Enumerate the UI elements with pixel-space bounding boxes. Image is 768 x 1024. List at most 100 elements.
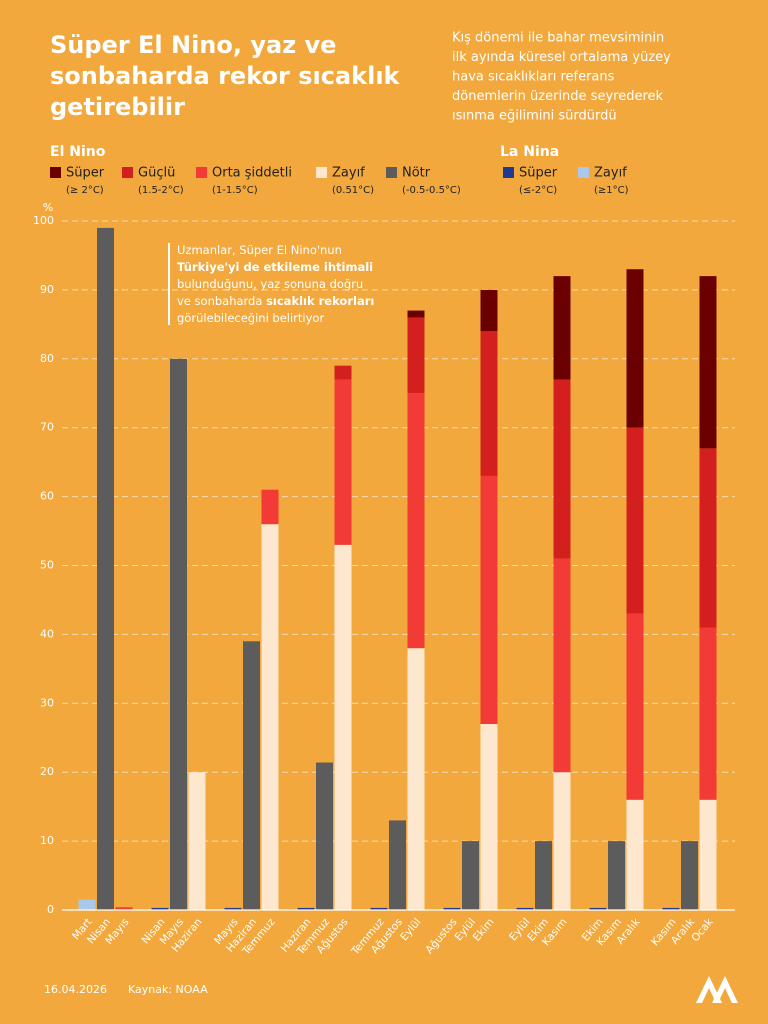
bar [462, 841, 479, 910]
bar [480, 331, 498, 476]
legend-swatch [122, 167, 133, 178]
bar [261, 524, 279, 910]
bar [553, 276, 571, 380]
bar [626, 427, 644, 614]
y-tick-label: 20 [40, 765, 54, 778]
annotation: Türkiye'yi de etkileme ihtimali [177, 260, 373, 274]
bar [334, 365, 352, 380]
annotation-run: görülebileceğini belirtiyor [177, 311, 324, 325]
bar [151, 907, 169, 910]
bar [443, 907, 461, 910]
subtitle: ilk ayında küresel ortalama yüzey [452, 50, 671, 65]
bar [516, 907, 534, 910]
annotation-run: bulunduğunu, yaz sonuna doğru [177, 277, 363, 291]
bar [243, 641, 260, 910]
legend-label: Zayıf [332, 166, 365, 181]
bar [626, 269, 644, 428]
bar [589, 907, 607, 910]
legend-sublabel: (0.51°C) [332, 185, 374, 196]
legend-sublabel: (1.5-2°C) [138, 185, 184, 196]
annotation-run: ve sonbaharda [177, 294, 266, 308]
legend-sublabel: (≥ 2°C) [66, 185, 104, 196]
bar [407, 393, 425, 649]
bar [480, 475, 498, 724]
bar [316, 762, 333, 910]
y-tick-label: 80 [40, 352, 54, 365]
bar [224, 907, 242, 910]
x-tick-label: Eylül [398, 916, 423, 943]
legend-swatch [50, 167, 61, 178]
bar [699, 276, 717, 449]
chart-title: sonbaharda rekor sıcaklık [50, 62, 401, 90]
bar [553, 558, 571, 773]
y-tick-label: 100 [33, 214, 54, 227]
subtitle: ısınma eğilimini sürdürdü [452, 109, 617, 124]
bar [370, 907, 388, 910]
y-axis-label: % [43, 201, 53, 214]
legend-swatch [386, 167, 397, 178]
date: 16.04.2026 [44, 983, 107, 996]
subtitle: hava sıcaklıkları referans [452, 70, 615, 85]
legend-label: Orta şiddetli [212, 166, 292, 181]
bar [407, 317, 425, 394]
bar [480, 289, 498, 332]
bar [553, 772, 571, 910]
legend-title: La Nina [500, 144, 559, 160]
annotation: ve sonbaharda sıcaklık rekorları [177, 294, 374, 308]
bar [170, 358, 187, 910]
legend-label: Süper [66, 166, 105, 181]
bar [407, 310, 425, 318]
legend-swatch [503, 167, 514, 178]
legend-swatch [196, 167, 207, 178]
y-tick-label: 40 [40, 627, 54, 640]
bar [297, 907, 315, 910]
bar [626, 613, 644, 800]
bar [699, 448, 717, 628]
chart-title: Süper El Nino, yaz ve [50, 31, 336, 59]
bar [699, 627, 717, 800]
legend-title: El Nino [50, 144, 106, 160]
chart-title: getirebilir [50, 93, 185, 121]
legend-sublabel: (≥1°C) [594, 185, 629, 196]
annotation-run: sıcaklık rekorları [266, 294, 374, 308]
bar [626, 799, 644, 910]
legend-label: Zayıf [594, 166, 627, 181]
bar [553, 379, 571, 559]
x-tick-label: Ocak [689, 915, 716, 944]
y-tick-label: 50 [40, 559, 54, 572]
legend-label: Nötr [402, 166, 431, 181]
bar [334, 379, 352, 545]
annotation-run: Uzmanlar, Süper El Nino'nun [177, 243, 342, 257]
bar [480, 723, 498, 910]
y-tick-label: 60 [40, 490, 54, 503]
legend-swatch [316, 167, 327, 178]
bar [608, 841, 625, 910]
bar [97, 227, 114, 910]
y-tick-label: 0 [47, 903, 54, 916]
bar [78, 899, 96, 910]
subtitle: Kış dönemi ile bahar mevsiminin [452, 31, 664, 46]
annotation: bulunduğunu, yaz sonuna doğru [177, 277, 363, 291]
bar [681, 841, 698, 910]
bar [334, 544, 352, 910]
annotation: Uzmanlar, Süper El Nino'nun [177, 243, 342, 257]
source: Kaynak: NOAA [128, 983, 208, 996]
y-tick-label: 10 [40, 834, 54, 847]
logo [696, 976, 738, 1003]
bar [261, 489, 279, 525]
legend-label: Güçlü [138, 166, 175, 181]
y-tick-label: 30 [40, 696, 54, 709]
bar [407, 648, 425, 910]
legend-sublabel: (1-1.5°C) [212, 185, 258, 196]
legend-label: Süper [519, 166, 558, 181]
x-tick-label: Ekim [471, 916, 497, 944]
bar [699, 799, 717, 910]
legend-swatch [578, 167, 589, 178]
bar [188, 772, 206, 910]
bar [389, 820, 406, 910]
annotation-run: Türkiye'yi de etkileme ihtimali [177, 260, 373, 274]
subtitle: dönemlerin üzerinde seyrederek [452, 89, 664, 104]
bar [535, 841, 552, 910]
